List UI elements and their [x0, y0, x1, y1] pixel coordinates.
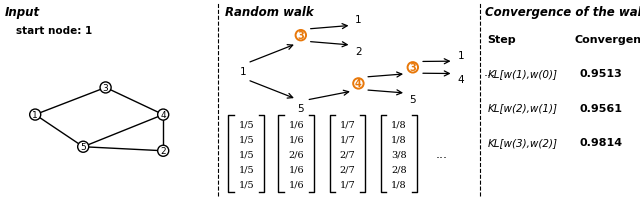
Ellipse shape: [157, 110, 169, 120]
Text: 1/6: 1/6: [289, 165, 304, 173]
Text: 4: 4: [458, 75, 464, 85]
Text: 3/8: 3/8: [391, 150, 406, 158]
Text: 3: 3: [103, 84, 108, 92]
Text: 4: 4: [161, 111, 166, 119]
Ellipse shape: [77, 142, 89, 152]
Text: 0.9561: 0.9561: [580, 103, 623, 113]
Text: 1/7: 1/7: [340, 135, 355, 143]
Text: Convergence of the walk: Convergence of the walk: [485, 6, 640, 19]
Text: 2/8: 2/8: [391, 165, 406, 173]
Text: 1/6: 1/6: [289, 180, 304, 188]
Text: 1/5: 1/5: [239, 135, 254, 143]
Text: 4: 4: [355, 79, 362, 89]
Text: 5: 5: [298, 103, 304, 113]
Text: 2/6: 2/6: [289, 150, 304, 158]
Text: 1/5: 1/5: [239, 165, 254, 173]
Text: 1/8: 1/8: [391, 120, 406, 128]
Text: 1/5: 1/5: [239, 180, 254, 188]
Text: 1/6: 1/6: [289, 135, 304, 143]
Text: 5: 5: [81, 143, 86, 151]
Text: 1/6: 1/6: [289, 120, 304, 128]
Ellipse shape: [157, 146, 169, 156]
Ellipse shape: [29, 110, 41, 120]
Text: Step: Step: [488, 35, 516, 45]
Text: 1/7: 1/7: [340, 120, 355, 128]
Text: 1: 1: [458, 51, 464, 61]
Ellipse shape: [296, 31, 306, 41]
Text: 1: 1: [355, 15, 362, 25]
Text: 0.9814: 0.9814: [580, 137, 623, 147]
Text: 1: 1: [33, 111, 38, 119]
Text: 1/7: 1/7: [340, 180, 355, 188]
Text: ...: ...: [484, 66, 495, 78]
Text: KL[w(3),w(2)]: KL[w(3),w(2)]: [488, 137, 557, 147]
Text: ...: ...: [436, 148, 447, 160]
Text: Convergence: Convergence: [575, 35, 640, 45]
Text: Random walk: Random walk: [225, 6, 314, 19]
Text: KL[w(1),w(0)]: KL[w(1),w(0)]: [488, 69, 557, 79]
Text: 0.9513: 0.9513: [580, 69, 623, 79]
Text: 3: 3: [410, 63, 416, 73]
Ellipse shape: [408, 63, 418, 73]
Text: 3: 3: [298, 31, 304, 41]
Text: 1/5: 1/5: [239, 120, 254, 128]
Text: 5: 5: [410, 95, 416, 105]
Ellipse shape: [100, 82, 111, 94]
Text: 1: 1: [240, 67, 246, 77]
Text: start node: 1: start node: 1: [16, 26, 92, 36]
Text: 1/8: 1/8: [391, 135, 406, 143]
Text: Input: Input: [5, 6, 40, 19]
Text: 1/8: 1/8: [391, 180, 406, 188]
Text: 2/7: 2/7: [340, 150, 355, 158]
Text: 2: 2: [355, 47, 362, 57]
Ellipse shape: [353, 79, 364, 89]
Text: 1/5: 1/5: [239, 150, 254, 158]
Text: 2: 2: [161, 147, 166, 155]
Text: 2/7: 2/7: [340, 165, 355, 173]
Text: KL[w(2),w(1)]: KL[w(2),w(1)]: [488, 103, 557, 113]
